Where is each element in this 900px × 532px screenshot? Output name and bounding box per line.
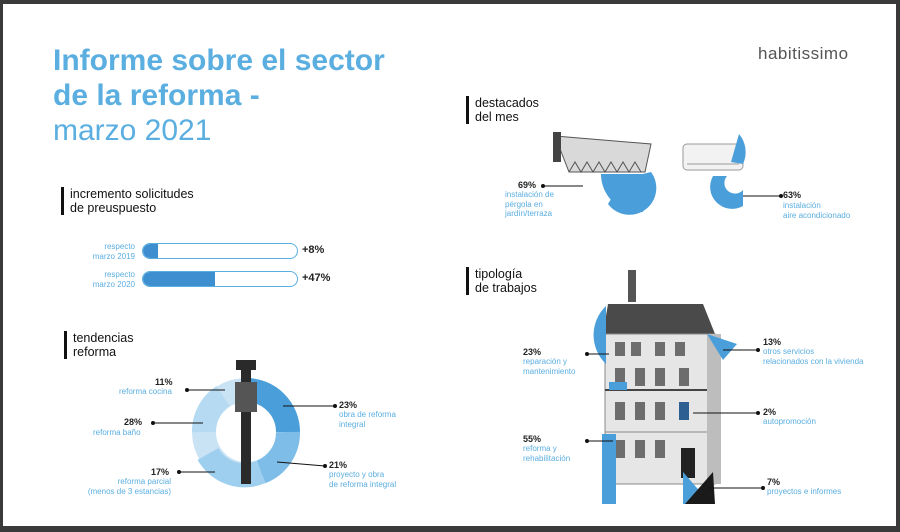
leader-dot xyxy=(756,411,760,415)
tipologia-label-autopromocion: autopromoción xyxy=(763,417,816,426)
destacados-label-pergola-line3: jardín/terraza xyxy=(505,209,553,218)
bar-2020-fill xyxy=(143,272,216,286)
bar-label-2019-line2: marzo 2019 xyxy=(92,251,135,261)
bar-2020 xyxy=(142,271,298,287)
tipologia-title-line2: de trabajos xyxy=(475,281,537,295)
destacados-title: destacados del mes xyxy=(466,96,539,124)
destacados-pct-aire: 63% xyxy=(783,190,802,200)
leader-dot xyxy=(541,184,545,188)
tipologia-label-reforma-line1: reforma y xyxy=(523,444,557,453)
tendencias-label-bano: reforma baño xyxy=(93,428,141,437)
tendencias-pct-cocina: 11% xyxy=(155,377,173,387)
tendencias-label-cocina: reforma cocina xyxy=(119,387,172,396)
incremento-title-line1: incremento solicitudes xyxy=(70,187,194,201)
tipologia-label-proyectos: proyectos e informes xyxy=(767,487,842,496)
tendencias-label-proyecto-line1: proyecto y obra xyxy=(329,470,385,479)
destacados-label-pergola-line1: instalación de xyxy=(505,190,554,199)
page-title-line3: marzo 2021 xyxy=(53,114,212,147)
tipologia-label-reparacion-line2: mantenimiento xyxy=(523,366,576,376)
tendencias-label-parcial-line2: (menos de 3 estancias) xyxy=(87,486,171,496)
bar-label-2020: respecto marzo 2020 xyxy=(73,270,135,289)
tipologia-pct-proyectos: 7% xyxy=(767,477,781,487)
tendencias-title-line2: reforma xyxy=(73,345,117,359)
bar-2019 xyxy=(142,243,298,259)
tendencias-label-integral-line2: integral xyxy=(339,419,366,429)
donut-slice-bano xyxy=(192,385,231,433)
donut-slice-proyecto xyxy=(256,431,300,484)
awning-icon xyxy=(553,132,657,215)
leader-line xyxy=(276,461,326,467)
tipologia-title: tipología de trabajos xyxy=(466,267,537,295)
tendencias-label-integral-line1: obra de reforma xyxy=(339,410,396,419)
tipologia-pct-reforma: 55% xyxy=(523,434,542,444)
tendencias-label-integral: obra de reforma integral xyxy=(339,410,396,429)
logo: habitissimo xyxy=(758,44,849,63)
air-conditioner-icon xyxy=(682,134,746,209)
wrench-head xyxy=(235,382,257,412)
destacados-label-pergola: instalación de pérgola en jardín/terraza xyxy=(505,190,554,219)
bar-label-2019-line1: respecto xyxy=(104,242,135,251)
bar-label-2020-line1: respecto xyxy=(104,270,135,279)
bar-label-2020-line2: marzo 2020 xyxy=(92,279,135,289)
tendencias-pct-bano: 28% xyxy=(124,417,143,427)
leader-dot xyxy=(151,421,155,425)
tendencias-label-parcial: reforma parcial (menos de 3 estancias) xyxy=(73,477,171,496)
destacados-title-line2: del mes xyxy=(475,110,519,124)
donut-slice-parcial xyxy=(197,447,266,488)
tendencias-pct-parcial: 17% xyxy=(151,467,170,477)
tendencias-label-proyecto-line2: de reforma integral xyxy=(329,479,397,489)
destacados-label-aire: instalación aire acondicionado xyxy=(783,201,850,220)
illustrations xyxy=(153,132,781,504)
bar-2019-value: +8% xyxy=(302,244,325,256)
leader-dot xyxy=(323,464,327,468)
tipologia-label-reforma-line2: rehabilitación xyxy=(523,453,571,463)
tipologia-pct-otros: 13% xyxy=(763,337,782,347)
tendencias-pct-proyecto: 21% xyxy=(329,460,348,470)
destacados-label-aire-line1: instalación xyxy=(783,201,821,210)
tipologia-title-line1: tipología xyxy=(475,267,523,281)
destacados-title-line1: destacados xyxy=(475,96,539,110)
page-title-line1: Informe sobre el sector xyxy=(53,44,385,77)
leader-dot xyxy=(333,404,337,408)
destacados-pct-pergola: 69% xyxy=(518,180,537,190)
infographic-card: Informe sobre el sector de la reforma - … xyxy=(3,4,896,526)
building-icon xyxy=(593,270,737,504)
tipologia-label-reforma: reforma y rehabilitación xyxy=(523,444,570,463)
leader-dot xyxy=(177,470,181,474)
page-title-line2: de la reforma - xyxy=(53,79,260,112)
tendencias-label-proyecto: proyecto y obra de reforma integral xyxy=(329,470,396,489)
wrench-jaw xyxy=(236,360,256,370)
tendencias-title-line1: tendencias xyxy=(73,331,134,345)
tipologia-label-reparacion-line1: reparación y xyxy=(523,357,568,366)
tipologia-label-reparacion: reparación y mantenimiento xyxy=(523,357,575,376)
leader-dot xyxy=(779,194,783,198)
tendencias-title: tendencias reforma xyxy=(64,331,133,359)
tipologia-label-otros-line2: relacionados con la vivienda xyxy=(763,356,864,366)
bar-label-2019: respecto marzo 2019 xyxy=(73,242,135,261)
tendencias-label-parcial-line1: reforma parcial xyxy=(117,477,171,486)
incremento-title: incremento solicitudes de preuspuesto xyxy=(61,187,194,215)
leader-dot xyxy=(585,439,589,443)
bar-2019-fill xyxy=(143,244,159,258)
leader-dot xyxy=(756,348,760,352)
incremento-title-line2: de preuspuesto xyxy=(70,201,157,215)
tendencias-donut xyxy=(192,360,300,488)
destacados-label-aire-line2: aire acondicionado xyxy=(783,210,851,220)
leader-dot xyxy=(761,486,765,490)
tipologia-label-otros-line1: otros servicios xyxy=(763,347,815,356)
leader-dot xyxy=(185,388,189,392)
tendencias-pct-integral: 23% xyxy=(339,400,358,410)
bar-2020-value: +47% xyxy=(302,272,331,284)
tipologia-pct-autopromocion: 2% xyxy=(763,407,777,417)
leader-dot xyxy=(585,352,589,356)
wrench-icon xyxy=(241,366,251,484)
destacados-label-pergola-line2: pérgola en xyxy=(505,199,543,209)
tipologia-label-otros: otros servicios relacionados con la vivi… xyxy=(763,347,864,366)
tipologia-pct-reparacion: 23% xyxy=(523,347,542,357)
